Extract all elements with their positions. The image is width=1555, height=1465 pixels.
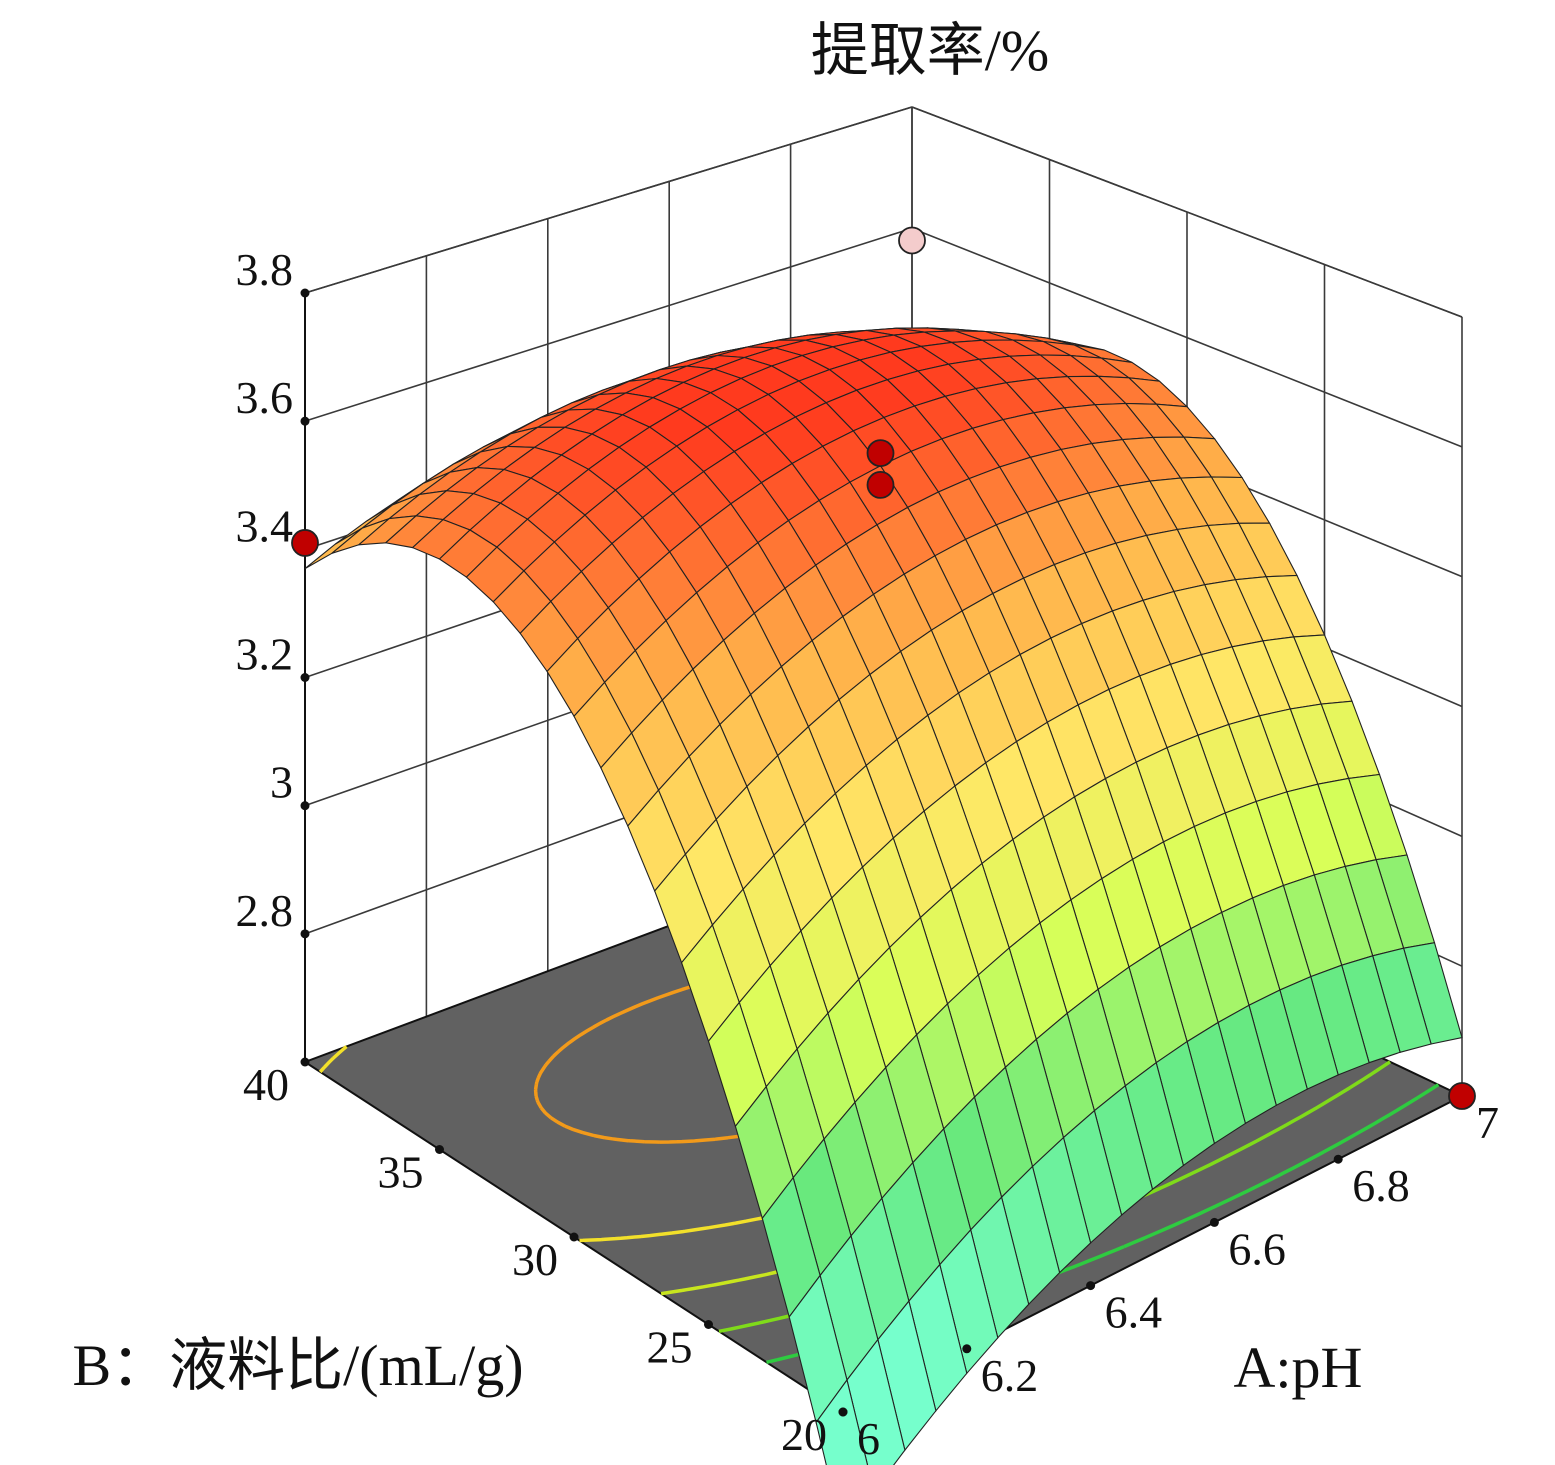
y-tick-label: 30 (512, 1234, 558, 1285)
wall-a-gridline-h (911, 227, 1463, 448)
z-tick-label: 3.4 (236, 500, 294, 551)
design-point (866, 439, 895, 468)
x-tick-label: 6.8 (1352, 1160, 1410, 1211)
z-tick-label: 3.8 (236, 244, 294, 295)
design-points (291, 226, 1476, 1110)
axis-ticks: 2.8 3 3.2 3.4 3.6 3.8 20 25 30 35 40 6 6.2 6.4 6.6 6.8 7 (236, 244, 1500, 1464)
y-tick-label: 35 (378, 1147, 424, 1198)
design-point (1448, 1082, 1476, 1110)
x-tick-mark (838, 1407, 848, 1417)
z-tick-label: 2.8 (236, 885, 294, 936)
design-point (866, 470, 895, 499)
z-tick-mark (300, 929, 310, 939)
x-tick-mark (1086, 1281, 1096, 1291)
x-tick-label: 6.6 (1228, 1223, 1286, 1274)
x-tick-label: 6 (857, 1413, 880, 1464)
wall-b-gridline-h (304, 106, 913, 294)
z-tick-mark (300, 288, 310, 298)
y-tick-label: 20 (781, 1409, 827, 1460)
z-tick-mark (300, 673, 310, 682)
wall-a-gridline-h (911, 106, 1463, 318)
y-tick-mark (435, 1145, 444, 1154)
design-point (898, 226, 926, 255)
x-tick-mark (1333, 1154, 1343, 1164)
x-tick-mark (1209, 1217, 1219, 1227)
y-tick-label: 40 (243, 1059, 289, 1110)
y-tick-mark (300, 1057, 310, 1067)
z-tick-mark (300, 416, 310, 426)
y-tick-mark (704, 1320, 713, 1329)
x-tick-label: 6.4 (1105, 1287, 1163, 1338)
z-tick-label: 3.2 (236, 629, 294, 680)
y-tick-label: 25 (647, 1322, 693, 1373)
z-tick-label: 3 (270, 757, 293, 808)
x-tick-label: 6.2 (981, 1350, 1039, 1401)
x-tick-label: 7 (1476, 1097, 1499, 1148)
response-surface (304, 327, 1463, 1465)
z-tick-label: 3.6 (236, 372, 294, 423)
surface-cell (815, 1378, 869, 1465)
design-point (291, 529, 319, 557)
y-tick-mark (569, 1232, 579, 1242)
z-tick-mark (300, 801, 310, 811)
x-tick-mark (962, 1344, 972, 1354)
wall-b-gridline-h (304, 227, 913, 422)
x-axis-title: A:pH (1234, 1335, 1363, 1400)
y-axis-title: B：液料比/(mL/g) (72, 1333, 523, 1398)
chart-title: 提取率/% (811, 18, 1049, 83)
